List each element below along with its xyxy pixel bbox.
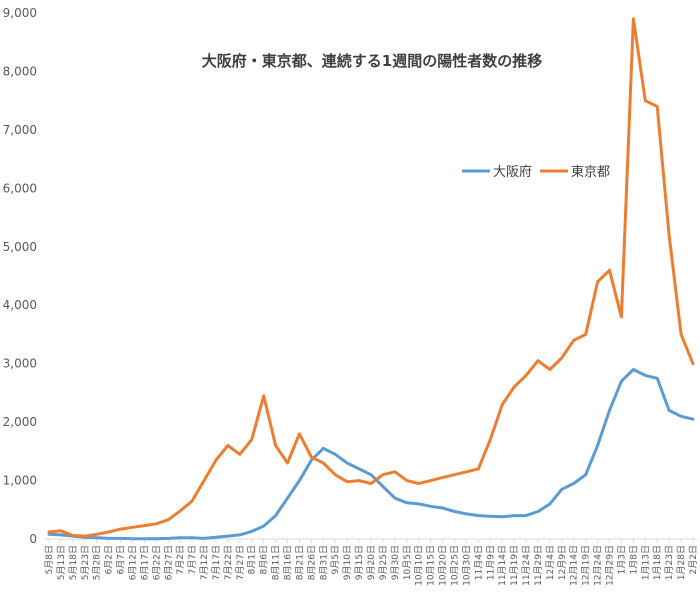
x-tick-label: 8月31日 xyxy=(318,545,329,580)
x-tick-label: 11月4日 xyxy=(473,545,484,580)
x-tick-label: 8月16日 xyxy=(283,545,294,580)
x-tick-label: 10月5日 xyxy=(402,545,413,580)
x-tick-label: 5月8日 xyxy=(44,545,55,574)
y-axis: 0 1,000 2,000 3,000 4,000 5,000 6,000 7,000 8,00… xyxy=(3,6,37,546)
x-tick-label: 10月25日 xyxy=(449,545,460,586)
x-tick-label: 9月5日 xyxy=(330,545,341,574)
x-tick-label: 5月23日 xyxy=(80,545,91,580)
x-tick-label: 7月17日 xyxy=(211,545,222,580)
x-tick-label: 6月2日 xyxy=(104,545,115,574)
x-tick-label: 8月6日 xyxy=(259,545,270,574)
x-tick-label: 11月19日 xyxy=(509,545,520,586)
legend-label-1: 東京都 xyxy=(571,164,610,180)
x-tick-label: 7月2日 xyxy=(175,545,186,574)
x-tick-label: 5月28日 xyxy=(92,545,103,580)
y-tick-label: 1,000 xyxy=(3,474,37,488)
x-tick-label: 12月29日 xyxy=(605,545,616,586)
x-tick-label: 2月2日 xyxy=(688,545,699,574)
y-tick-label: 8,000 xyxy=(3,64,37,78)
x-tick-label: 12月4日 xyxy=(545,545,556,580)
x-tick-label: 7月22日 xyxy=(223,545,234,580)
series-line-0 xyxy=(47,368,695,541)
x-tick-label: 1月8日 xyxy=(628,545,639,574)
x-tick-label: 11月29日 xyxy=(533,545,544,586)
x-tick-label: 10月30日 xyxy=(461,545,472,586)
x-tick-label: 12月19日 xyxy=(581,545,592,586)
y-tick-label: 4,000 xyxy=(3,298,37,312)
x-tick-label: 8月26日 xyxy=(306,545,317,580)
x-axis: 5月8日 5月13日 5月18日 5月23日 5月28日 6月2日 6月7日 6月12日 6月1… xyxy=(44,538,699,586)
legend-label-0: 大阪府 xyxy=(493,165,532,180)
x-tick-label: 11月24日 xyxy=(521,545,532,586)
x-tick-label: 7月7日 xyxy=(187,545,198,574)
x-tick-label: 10月10日 xyxy=(414,545,425,586)
series-line-1 xyxy=(47,17,695,538)
x-tick-label: 10月20日 xyxy=(438,545,449,586)
x-tick-label: 9月15日 xyxy=(354,545,365,580)
x-tick-label: 6月7日 xyxy=(116,545,127,574)
x-tick-label: 9月10日 xyxy=(342,545,353,580)
y-tick-label: 9,000 xyxy=(3,6,37,20)
x-tick-label: 12月24日 xyxy=(593,545,604,586)
x-tick-label: 6月27日 xyxy=(163,545,174,580)
x-tick-label: 10月15日 xyxy=(426,545,437,586)
x-tick-label: 12月9日 xyxy=(557,545,568,580)
legend: 大阪府 東京都 xyxy=(462,164,610,180)
x-tick-label: 8月21日 xyxy=(294,545,305,580)
x-tick-label: 9月25日 xyxy=(378,545,389,580)
x-tick-label: 8月11日 xyxy=(271,545,282,580)
x-tick-label: 11月9日 xyxy=(485,545,496,580)
x-tick-label: 12月14日 xyxy=(569,545,580,586)
chart-title: 大阪府・東京都、連続する1週間の陽性者数の推移 xyxy=(202,52,542,70)
x-tick-label: 6月22日 xyxy=(151,545,162,580)
y-tick-label: 7,000 xyxy=(3,123,37,137)
x-tick-label: 1月13日 xyxy=(640,545,651,580)
y-tick-label: 6,000 xyxy=(3,181,37,195)
x-tick-label: 1月18日 xyxy=(652,545,663,580)
x-tick-label: 5月18日 xyxy=(68,545,79,580)
x-tick-label: 9月20日 xyxy=(366,545,377,580)
y-tick-label: 2,000 xyxy=(3,415,37,429)
x-tick-label: 1月23日 xyxy=(664,545,675,580)
x-tick-label: 9月30日 xyxy=(390,545,401,580)
y-tick-label: 3,000 xyxy=(3,357,37,371)
y-tick-label: 5,000 xyxy=(3,240,37,254)
x-tick-label: 11月14日 xyxy=(497,545,508,586)
series-lines xyxy=(47,17,695,541)
x-tick-label: 8月1日 xyxy=(247,545,258,574)
x-tick-label: 6月12日 xyxy=(127,545,138,580)
x-tick-label: 1月3日 xyxy=(616,545,627,574)
x-tick-label: 7月27日 xyxy=(235,545,246,580)
x-tick-label: 5月13日 xyxy=(56,545,67,580)
x-tick-label: 6月17日 xyxy=(139,545,150,580)
x-tick-label: 1月28日 xyxy=(676,545,687,580)
y-tick-label: 0 xyxy=(29,532,37,546)
x-tick-label: 7月12日 xyxy=(199,545,210,580)
